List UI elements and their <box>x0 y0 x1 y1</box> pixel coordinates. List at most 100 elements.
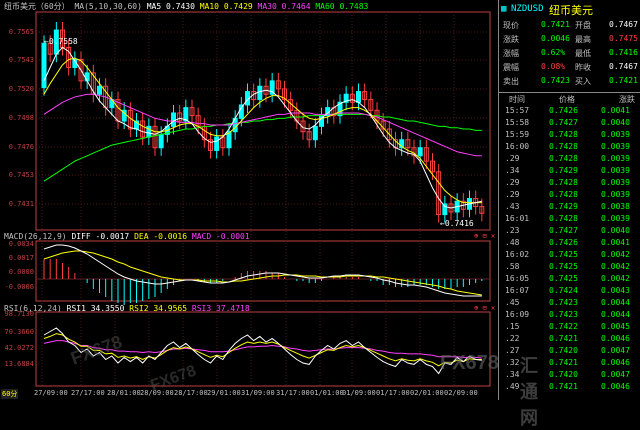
price-tick: 0.7520 <box>8 85 34 93</box>
candle <box>368 99 374 111</box>
tick-change: 0.0046 <box>601 382 630 391</box>
rsi2-value: RSI2 34.9565 <box>129 304 188 313</box>
time-tick: 28/17:00 <box>174 389 208 397</box>
tick-row[interactable]: .27 0.7420 0.0047 <box>501 346 639 357</box>
tick-row[interactable]: .48 0.7426 0.0041 <box>501 238 639 249</box>
tick-row[interactable]: 16:00 0.7428 0.0039 <box>501 142 639 153</box>
tick-time: 16:02 <box>505 250 530 259</box>
tick-row[interactable]: .29 0.7428 0.0039 <box>501 190 639 201</box>
quote-label: 开盘 <box>575 21 591 30</box>
tick-row[interactable]: .32 0.7421 0.0046 <box>501 358 639 369</box>
tick-price: 0.7429 <box>549 202 578 211</box>
tick-time: .48 <box>505 238 520 247</box>
rsi-tick: 70.3660 <box>4 328 34 336</box>
candle <box>343 93 349 103</box>
tick-change: 0.0042 <box>601 250 630 259</box>
tick-row[interactable]: 16:05 0.7425 0.0042 <box>501 274 639 285</box>
tick-row[interactable]: .23 0.7427 0.0040 <box>501 226 639 237</box>
ma30-value: MA30 0.7464 <box>257 2 311 11</box>
tick-change: 0.0047 <box>601 370 630 379</box>
rsi3-value: RSI3 37.4718 <box>191 304 250 313</box>
macd-diff: DIFF -0.0017 <box>71 232 130 241</box>
tick-change: 0.0041 <box>601 106 630 115</box>
low-marker: ←0.7416 <box>440 219 474 228</box>
rsi-pane-controls[interactable]: ⊕ ⊟ ✕ <box>474 304 496 312</box>
tick-change: 0.0039 <box>601 130 630 139</box>
tick-change: 0.0039 <box>601 190 630 199</box>
tick-row[interactable]: 16:07 0.7424 0.0043 <box>501 286 639 297</box>
quote-value: 0.7416 <box>609 48 638 57</box>
tick-row[interactable]: .58 0.7425 0.0042 <box>501 262 639 273</box>
tick-change: 0.0041 <box>601 238 630 247</box>
quote-value: 0.08% <box>541 62 566 71</box>
tick-row[interactable]: 15:57 0.7426 0.0041 <box>501 106 639 117</box>
candle <box>417 147 423 157</box>
candle <box>177 112 183 122</box>
tick-row[interactable]: .34 0.7420 0.0047 <box>501 370 639 381</box>
ma60-line <box>43 113 482 182</box>
tick-time: 15:59 <box>505 130 530 139</box>
tick-price: 0.7426 <box>549 238 578 247</box>
tick-change: 0.0039 <box>601 142 630 151</box>
tick-row[interactable]: .15 0.7422 0.0045 <box>501 322 639 333</box>
candle <box>436 171 442 216</box>
menu-icon[interactable]: ▦ <box>501 4 507 14</box>
tick-row[interactable]: .29 0.7428 0.0039 <box>501 154 639 165</box>
quote-label: 最低 <box>575 49 591 58</box>
tick-time: .29 <box>505 178 520 187</box>
tick-price: 0.7425 <box>549 262 578 271</box>
tick-change: 0.0040 <box>601 118 630 127</box>
candle <box>405 139 411 149</box>
tick-row[interactable]: .49 0.7421 0.0046 <box>501 382 639 393</box>
tick-time: .22 <box>505 334 520 343</box>
tick-row[interactable]: 15:58 0.7427 0.0040 <box>501 118 639 129</box>
macd-pane-header: MACD(26,12,9) DIFF -0.0017 DEA -0.0016 M… <box>4 232 250 241</box>
tick-row[interactable]: .43 0.7429 0.0038 <box>501 202 639 213</box>
tick-row[interactable]: .34 0.7429 0.0039 <box>501 166 639 177</box>
quote-panel: ▦ NZDUSD 纽币美元 现价 0.7421 开盘 0.7467 涨跌 0.0046 最高… <box>498 0 640 400</box>
quote-row: 卖出 0.7423 买入 0.7421 <box>501 76 639 87</box>
ma10-line <box>43 57 482 204</box>
macd-value: MACD -0.0001 <box>191 232 250 241</box>
tick-row[interactable]: 16:09 0.7423 0.0044 <box>501 310 639 321</box>
time-tick: 02/09:00 <box>444 389 478 397</box>
tick-price: 0.7428 <box>549 154 578 163</box>
tick-row[interactable]: 16:02 0.7425 0.0042 <box>501 250 639 261</box>
period-selector[interactable]: 60分 <box>1 389 19 399</box>
rsi-tick: 42.0272 <box>4 344 34 352</box>
time-tick: 31/17:00 <box>276 389 310 397</box>
tick-header-time: 时间 <box>509 95 525 104</box>
ma30-line <box>43 93 482 157</box>
tick-price: 0.7425 <box>549 250 578 259</box>
macd-pane-controls[interactable]: ⊕ ⊟ ✕ <box>474 232 496 240</box>
tick-change: 0.0043 <box>601 286 630 295</box>
price-tick: 0.7565 <box>8 28 34 36</box>
macd-tick: 0.0034 <box>8 240 34 248</box>
quote-value: 0.0046 <box>541 34 570 43</box>
rsi-tick: 98.7130 <box>4 310 34 318</box>
tick-time: .43 <box>505 202 520 211</box>
price-tick: 0.7431 <box>8 200 34 208</box>
main-pane-frame <box>35 11 491 231</box>
quote-value: 0.62% <box>541 48 566 57</box>
candle <box>275 80 281 90</box>
rsi-params: RSI(6,12,24) <box>4 304 62 313</box>
tick-change: 0.0045 <box>601 322 630 331</box>
symbol-label: 纽币美元（60分） <box>4 2 70 11</box>
candle <box>84 72 90 82</box>
quote-label: 卖出 <box>503 77 519 86</box>
time-tick: 02/01:00 <box>410 389 444 397</box>
candle <box>140 120 146 138</box>
candle <box>97 85 102 95</box>
tick-row[interactable]: 16:01 0.7428 0.0039 <box>501 214 639 225</box>
tick-change: 0.0039 <box>601 178 630 187</box>
tick-row[interactable]: .45 0.7423 0.0044 <box>501 298 639 309</box>
candle <box>430 160 435 173</box>
chart-area[interactable]: 纽币美元（60分） MA(5,10,30,60) MA5 0.7430 MA10… <box>0 0 538 429</box>
candle <box>226 131 232 149</box>
tick-row[interactable]: .29 0.7428 0.0039 <box>501 178 639 189</box>
tick-row[interactable]: .22 0.7421 0.0046 <box>501 334 639 345</box>
candle <box>66 46 72 68</box>
rsi3-line <box>43 340 482 359</box>
tick-row[interactable]: 15:59 0.7428 0.0039 <box>501 130 639 141</box>
